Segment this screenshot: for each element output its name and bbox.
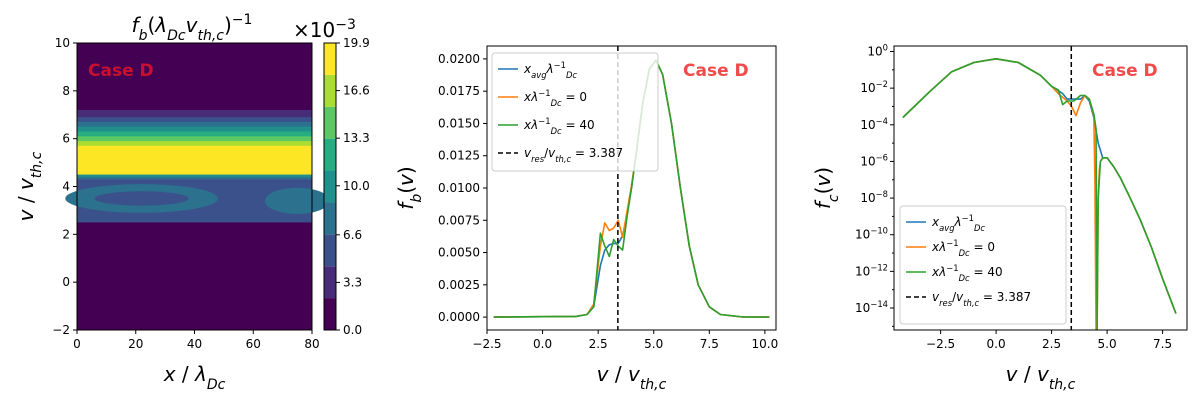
- colorbar-segment: [324, 298, 336, 330]
- legend-label: xλ−1Dc = 40: [931, 263, 1003, 283]
- y-tick-label: 2: [62, 227, 70, 241]
- x-axis-label: x / λDc: [163, 362, 226, 393]
- fc-plot-area: [902, 46, 1177, 330]
- x-tick-label: 80: [304, 337, 319, 351]
- x-tick-label: 0: [73, 337, 81, 351]
- y-tick-label: 10−4: [860, 116, 888, 132]
- colorbar-tick-label: 3.3: [343, 275, 362, 289]
- fc-frame: [893, 45, 1188, 331]
- y-axis-label: v / vth,c: [14, 151, 45, 221]
- y-tick-label: 0.0125: [438, 149, 480, 163]
- colorbar-tick-label: 0.0: [343, 323, 362, 337]
- x-tick-label: 60: [246, 337, 261, 351]
- y-tick-label: 0.0025: [438, 278, 480, 292]
- x-tick-label: 5.0: [644, 337, 663, 351]
- y-tick-label: 6: [62, 132, 70, 146]
- y-axis-label: fb(v): [394, 166, 425, 209]
- contour-band: [77, 145, 312, 175]
- x-tick-label: 5.0: [1098, 337, 1117, 351]
- y-tick-label: 0.0000: [438, 310, 480, 324]
- contour-hole: [265, 187, 330, 215]
- case-annotation: Case D: [683, 61, 749, 81]
- colorbar-segment: [324, 138, 336, 171]
- colorbar-segment: [324, 266, 336, 299]
- colorbar-segment: [324, 106, 336, 139]
- y-tick-label: 10−8: [860, 189, 888, 205]
- colorbar-tick-label: 6.6: [343, 228, 362, 242]
- y-tick-label: 0.0175: [438, 84, 480, 98]
- legend-label: vres/vth,c = 3.387: [524, 146, 623, 164]
- y-tick-label: 100: [867, 42, 888, 58]
- fc-series-line-3: [902, 57, 1177, 330]
- y-tick-label: 0.0075: [438, 213, 480, 227]
- colorbar-multiplier: ×10−3: [293, 17, 356, 42]
- x-tick-label: 7.5: [1153, 337, 1172, 351]
- colorbar-tick-label: 19.9: [343, 36, 370, 50]
- x-tick-label: 2.5: [589, 337, 608, 351]
- legend-label: xλ−1Dc = 0: [523, 88, 587, 108]
- colorbar-tick-label: 13.3: [343, 131, 370, 145]
- legend-label: xλ−1Dc = 40: [523, 116, 595, 136]
- y-tick-label: 0: [62, 275, 70, 289]
- y-tick-label: 4: [62, 180, 70, 194]
- fc-panel: −2.5 0.0 2.5 5.0 7.5 100 10−2 10−4 10−6 10−8 10−10…: [811, 42, 1188, 393]
- colorbar-tick-label: 10.0: [343, 179, 370, 193]
- legend-label: vres/vth,c = 3.387: [932, 290, 1031, 308]
- y-tick-label: 10−14: [855, 299, 888, 315]
- x-tick-label: −2.5: [472, 337, 501, 351]
- x-tick-label: 10.0: [752, 337, 779, 351]
- x-tick-label: 20: [128, 337, 143, 351]
- legend-box: [491, 52, 659, 172]
- colorbar-frame: [323, 42, 337, 331]
- y-tick-label: 8: [62, 84, 70, 98]
- chart-title: fb(λDcvth,c)−1: [132, 12, 253, 44]
- x-tick-label: −2.5: [926, 337, 955, 351]
- y-tick-label: 10−2: [860, 79, 888, 95]
- legend-label: xavgλ−1Dc: [523, 60, 577, 80]
- y-tick-label: 10: [55, 36, 70, 50]
- colorbar-tick-label: 16.6: [343, 84, 370, 98]
- y-tick-label: 10−6: [860, 152, 888, 168]
- legend-box: [899, 205, 1067, 325]
- colorbar-segment: [324, 170, 336, 203]
- legend-label: xavgλ−1Dc: [931, 213, 985, 233]
- x-tick-label: 0.0: [533, 337, 552, 351]
- y-tick-label: 0.0150: [438, 116, 480, 130]
- colorbar-segment: [324, 234, 336, 267]
- y-tick-label: 0.0050: [438, 246, 480, 260]
- y-tick-label: 0.0100: [438, 181, 480, 195]
- colorbar-segment: [324, 202, 336, 235]
- x-tick-label: 2.5: [1042, 337, 1061, 351]
- case-annotation: Case D: [88, 61, 154, 81]
- legend-label: xλ−1Dc = 0: [931, 238, 995, 258]
- colorbar-segment: [324, 74, 336, 107]
- y-tick-label: 10−10: [855, 226, 888, 242]
- contour-hole: [94, 191, 189, 206]
- x-tick-label: 7.5: [700, 337, 719, 351]
- case-annotation: Case D: [1092, 61, 1158, 81]
- x-tick-label: 0.0: [987, 337, 1006, 351]
- y-tick-label: −2: [52, 323, 70, 337]
- x-tick-label: 40: [187, 337, 202, 351]
- y-tick-label: 0.0200: [438, 52, 480, 66]
- x-axis-label: v / vth,c: [1006, 362, 1076, 393]
- y-axis-label: fc(v): [811, 167, 842, 209]
- y-tick-label: 10−12: [855, 262, 888, 278]
- colorbar-segment: [324, 43, 336, 75]
- fb-panel: −2.5 0.0 2.5 5.0 7.5 10.0 0.0000 0.0025 0.0050 0.…: [394, 45, 779, 393]
- x-axis-label: v / vth,c: [597, 362, 667, 393]
